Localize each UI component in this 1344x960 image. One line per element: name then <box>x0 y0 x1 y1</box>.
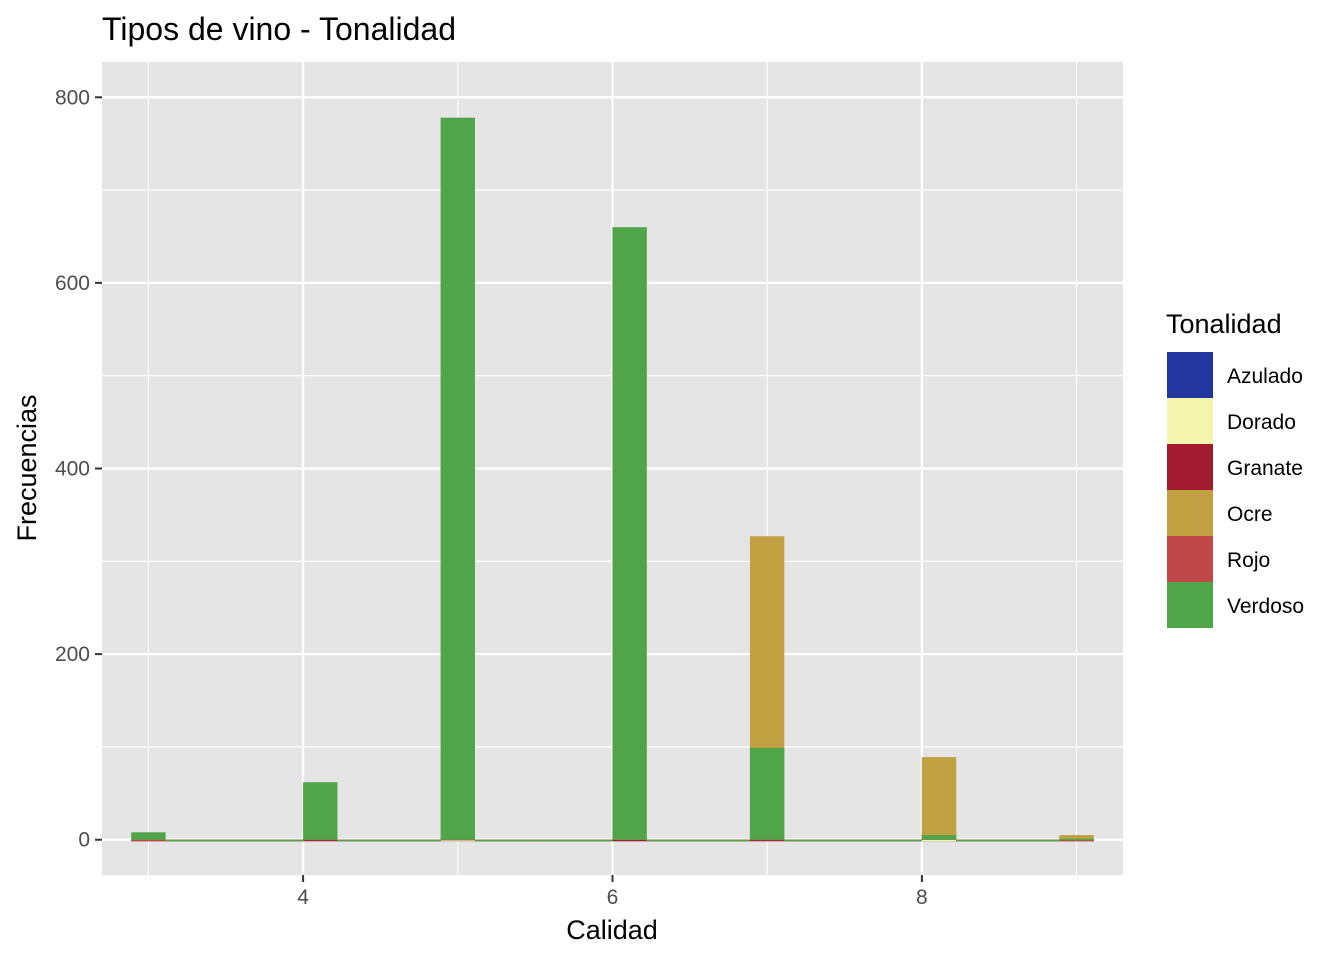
bar-verdoso <box>234 839 269 842</box>
bar-rojo <box>1059 839 1094 842</box>
x-axis: 4 6 8 <box>297 875 928 909</box>
bar-verdoso <box>165 839 200 842</box>
bars <box>131 117 1094 842</box>
bar-verdoso <box>509 839 544 842</box>
bar-verdoso <box>371 839 407 842</box>
bar-verdoso <box>956 839 991 842</box>
legend-swatch-rojo <box>1167 536 1213 582</box>
x-tick-label: 6 <box>607 886 619 909</box>
x-tick-label: 8 <box>916 886 928 909</box>
bar-verdoso <box>406 839 441 842</box>
bar-verdoso <box>337 839 372 842</box>
bar-verdoso <box>715 839 750 842</box>
bar-verdoso <box>818 839 854 842</box>
bar-ocre <box>921 757 957 840</box>
legend-swatch-dorado <box>1167 398 1213 444</box>
bar-verdoso <box>440 117 475 840</box>
bar-verdoso <box>303 782 338 840</box>
y-axis-title: Frecuencias <box>12 394 42 541</box>
bar-verdoso <box>749 747 785 840</box>
legend-label-ocre: Ocre <box>1227 503 1273 526</box>
bar-verdoso <box>646 839 682 842</box>
bar-verdoso <box>853 839 888 842</box>
y-axis: 0 200 400 600 800 <box>55 86 102 852</box>
y-tick-label: 800 <box>55 86 90 109</box>
bar-verdoso <box>268 839 304 842</box>
y-tick-label: 600 <box>55 272 90 295</box>
bar-verdoso <box>578 839 613 842</box>
legend-label-granate: Granate <box>1227 457 1303 480</box>
bar-verdoso <box>1059 838 1094 841</box>
bar-verdoso <box>612 227 647 840</box>
y-tick-label: 200 <box>55 643 90 666</box>
bar-granate <box>612 839 647 842</box>
legend-label-dorado: Dorado <box>1227 411 1296 434</box>
bar-granate <box>749 839 785 842</box>
bar-rojo <box>131 839 166 842</box>
y-tick-label: 400 <box>55 458 90 481</box>
legend-label-rojo: Rojo <box>1227 549 1270 572</box>
x-tick-label: 4 <box>297 886 309 909</box>
y-tick-label: 0 <box>78 829 90 852</box>
legend-label-verdoso: Verdoso <box>1227 595 1304 618</box>
legend-swatch-granate <box>1167 444 1213 490</box>
bar-verdoso <box>681 839 716 842</box>
legend: Tonalidad Azulado Dorado Granate Ocre Rojo Ve… <box>1166 309 1304 628</box>
bar-verdoso <box>199 839 235 842</box>
bar-verdoso <box>543 839 579 842</box>
legend-items: Azulado Dorado Granate Ocre Rojo Verdoso <box>1167 352 1304 628</box>
bar-granate <box>303 839 338 842</box>
bar-verdoso <box>474 839 510 842</box>
bar-verdoso <box>1024 839 1060 842</box>
legend-label-azulado: Azulado <box>1227 365 1303 388</box>
bar-dorado <box>921 839 957 842</box>
legend-title: Tonalidad <box>1166 309 1282 339</box>
bar-dorado <box>440 839 475 842</box>
chart-title: Tipos de vino - Tonalidad <box>102 11 456 47</box>
bar-verdoso <box>887 839 922 842</box>
bar-verdoso <box>921 835 957 840</box>
bar-ocre <box>1059 835 1094 840</box>
legend-swatch-azulado <box>1167 352 1213 398</box>
x-axis-title: Calidad <box>566 915 658 945</box>
legend-swatch-ocre <box>1167 490 1213 536</box>
bar-verdoso <box>990 839 1025 842</box>
legend-swatch-verdoso <box>1167 582 1213 628</box>
bar-verdoso <box>784 839 819 842</box>
bar-verdoso <box>131 832 166 840</box>
